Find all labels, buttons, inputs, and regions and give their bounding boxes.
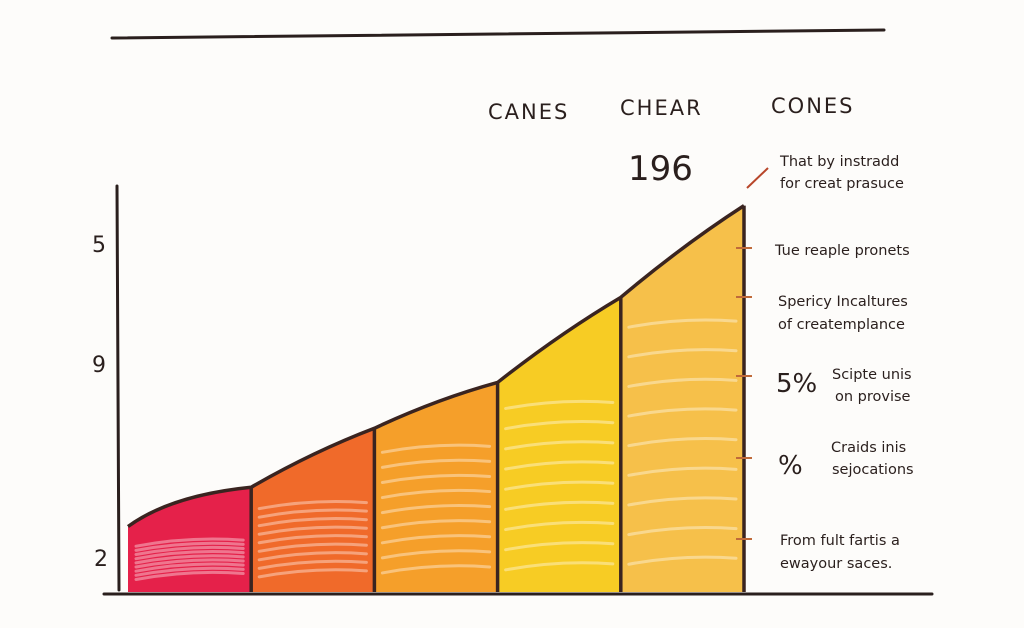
hatch-stroke	[257, 525, 368, 536]
y-tick-label: 5	[92, 233, 106, 258]
hatch-stroke	[627, 525, 738, 537]
hatch-stroke	[504, 541, 615, 552]
hatch-stroke	[134, 550, 245, 561]
hatch-stroke	[627, 466, 738, 477]
hatch-stroke	[257, 499, 368, 511]
hatch-stroke	[134, 537, 245, 548]
annotation-percent: 5%	[776, 369, 817, 399]
top-rule	[110, 28, 886, 40]
hatch-stroke	[257, 517, 368, 528]
hatch-stroke	[380, 519, 492, 530]
hatch-stroke	[380, 458, 492, 469]
hatch-stroke	[134, 541, 245, 552]
hatch-stroke	[504, 520, 615, 532]
hatch-stroke	[257, 551, 368, 562]
annotation-percent: %	[778, 451, 803, 481]
hatch-stroke	[257, 559, 368, 570]
annotation-text: sejocations	[832, 462, 914, 478]
hatch-stroke	[134, 558, 245, 569]
hatch-stroke	[134, 566, 245, 577]
area-band	[128, 487, 252, 592]
hatch-stroke	[504, 480, 615, 491]
annotation-text: Scipte unis	[832, 367, 912, 383]
annotation-text: Craids inis	[831, 440, 906, 456]
y-axis	[115, 184, 121, 592]
hatch-stroke	[504, 440, 615, 451]
hatch-stroke	[627, 496, 738, 507]
y-tick-label: 9	[92, 353, 106, 378]
area-band	[497, 297, 621, 592]
area-bands	[128, 205, 744, 593]
hatch-stroke	[504, 460, 615, 471]
area-band	[374, 382, 498, 592]
column-header: CANES	[488, 100, 569, 124]
annotation-text: ewayour saces.	[780, 556, 892, 572]
annotation-leader	[746, 167, 769, 189]
hatch-stroke	[257, 534, 368, 545]
hatch-stroke	[257, 568, 368, 579]
hatch-stroke	[627, 377, 738, 388]
hatch-stroke	[134, 545, 245, 557]
annotation-text: That by instradd	[779, 154, 899, 170]
column-header: CHEAR	[620, 96, 703, 120]
annotation-text: on provise	[835, 389, 911, 405]
y-tick-label: 2	[94, 547, 108, 572]
hatch-stroke	[380, 473, 492, 484]
hatch-stroke	[380, 534, 492, 545]
hatch-stroke	[134, 570, 245, 582]
area-top-outline	[126, 204, 745, 528]
hatch-stroke	[504, 420, 615, 431]
hatch-stroke	[380, 564, 492, 575]
hatch-stroke	[627, 348, 738, 359]
hatch-stroke	[134, 562, 245, 573]
annotation-text: Spericy Incaltures	[778, 294, 908, 310]
hatch-stroke	[380, 549, 492, 560]
hatch-stroke	[380, 488, 492, 500]
hatch-stroke	[627, 407, 738, 418]
column-header: CONES	[771, 94, 855, 118]
hatch-stroke	[504, 561, 615, 572]
hatch-stroke	[257, 542, 368, 553]
band-dividers	[249, 205, 746, 592]
hatch-stroke	[627, 555, 738, 566]
area-band	[620, 205, 744, 593]
area-band	[251, 428, 375, 592]
hatch-stroke	[627, 318, 738, 329]
hatch-stroke	[627, 437, 738, 448]
hatch-stroke	[380, 443, 492, 454]
annotation-text: of createmplance	[778, 317, 905, 333]
hatch-stroke	[134, 554, 245, 565]
annotation-text: for creat prasuce	[780, 176, 904, 192]
hatch-stroke	[504, 399, 615, 411]
annotation-text: Tue reaple pronets	[774, 243, 910, 259]
hatch-stroke	[380, 503, 492, 515]
hatch-stroke	[257, 508, 368, 519]
area-hatching	[134, 318, 738, 582]
highlight-value: 196	[628, 149, 693, 189]
annotation-text: From fult fartis a	[780, 533, 900, 549]
hatch-stroke	[504, 500, 615, 511]
